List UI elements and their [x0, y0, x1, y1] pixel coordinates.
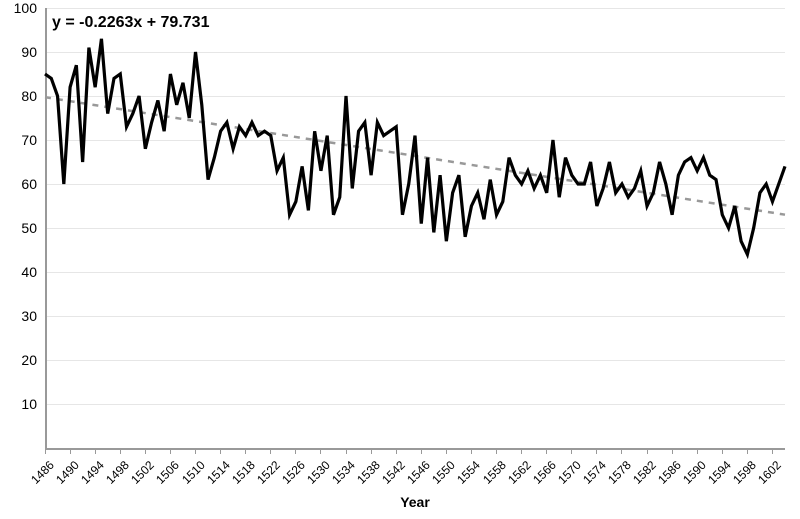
- data-series: [45, 39, 785, 255]
- chart-lines: [0, 0, 800, 519]
- time-series-chart: 1020304050607080901001486149014941498150…: [0, 0, 800, 519]
